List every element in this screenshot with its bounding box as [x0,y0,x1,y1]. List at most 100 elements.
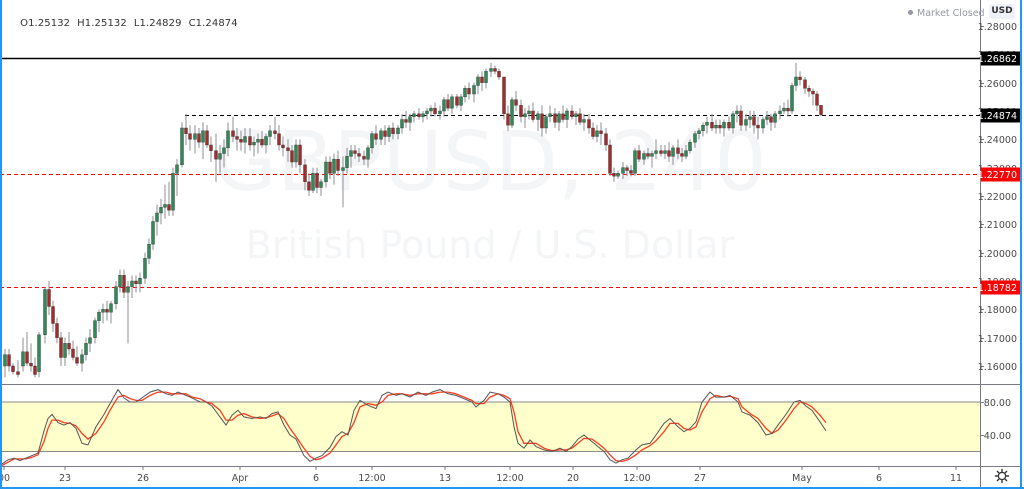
candle-body [417,113,421,117]
candle [353,144,357,160]
candle [412,110,416,123]
time-tick-label: 12:00 [358,473,385,484]
candle-body [155,212,159,222]
candle-body [769,116,773,123]
candle [676,139,680,160]
candle-body [43,289,47,336]
candle-body [536,113,540,120]
candle [467,82,471,100]
candle-body [349,150,353,157]
time-tick-label: 6 [313,473,319,484]
candle-body [514,99,518,106]
horizontal-levels[interactable] [0,57,980,288]
currency-button[interactable]: USD [989,4,1015,19]
candle [25,331,29,366]
time-tick-label: 23 [59,473,71,484]
candle-body [319,181,323,188]
settings-gear-icon[interactable] [994,468,1010,484]
candle [134,275,138,293]
candle [769,113,773,131]
candle [506,105,510,131]
candle [595,125,599,143]
stochastic-axis[interactable]: 80.00 40.00 [980,398,1011,442]
candle [84,337,88,361]
candle [315,167,319,194]
candle [63,337,67,366]
candle [756,116,760,140]
candle [472,82,476,103]
candle [126,280,130,344]
candle-body [268,130,272,137]
candle-body [803,79,807,89]
candle-body [209,144,213,151]
candle-body [735,110,739,115]
candle [667,142,671,162]
candle [570,105,574,120]
candle [459,93,463,111]
candle [357,147,361,162]
price-axis[interactable]: 1.280001.270001.260001.250001.240001.230… [978,22,1017,373]
candle [43,286,47,344]
candle-body [748,116,752,120]
candle [701,122,705,137]
candle [109,300,113,324]
candle [765,110,769,126]
candle-body [324,161,328,183]
candle [731,110,735,134]
candle-body [25,351,29,364]
candle [396,125,400,140]
candle [97,309,101,332]
candle [803,76,807,94]
candle-body [502,76,506,115]
candle [739,105,743,131]
candle [138,272,142,293]
candle-body [798,76,802,81]
candle [341,156,345,208]
candle-body [231,130,235,137]
candle-body [298,144,302,166]
level-label-bg [981,280,1021,295]
candle [47,280,51,315]
candle-body [497,71,501,78]
candle-body [93,320,97,338]
time-tick-label: Apr [232,473,249,484]
candle [599,122,603,145]
candle-body [197,133,201,143]
candle-body [425,110,429,115]
candle [75,346,79,366]
time-axis[interactable]: 00 23 26 Apr 6 12:00 13 12:00 20 12:00 27 May 6 11 [0,467,962,484]
candle-body [33,365,37,375]
candle [425,108,429,120]
candle [616,170,620,179]
candle-body [75,357,79,364]
candle-body [433,107,437,115]
candle [650,150,654,168]
level-price-labels: 1.26862 1.24874 1.22770 1.18782 [978,51,1021,295]
candle-body [693,133,697,143]
candle-body [362,156,366,160]
candle [446,93,450,111]
candle [155,204,159,236]
candle [807,85,811,97]
candle-body [184,127,188,134]
candle-body [819,105,823,115]
candle [151,215,155,250]
candle-body [59,337,63,358]
candle [819,105,823,116]
candle-body [67,343,71,350]
candle-body [138,277,142,285]
candle-body [408,116,412,123]
candle [3,348,7,378]
candle-body [574,113,578,117]
candle [205,125,209,148]
candle-body [467,88,471,95]
candle-body [205,130,209,146]
candle-body [243,136,247,143]
candle-body [506,113,510,126]
price-tick-label: 1.16000 [978,362,1017,373]
candle-body [290,150,294,163]
stochastic-band [0,401,980,452]
candle [604,127,608,151]
